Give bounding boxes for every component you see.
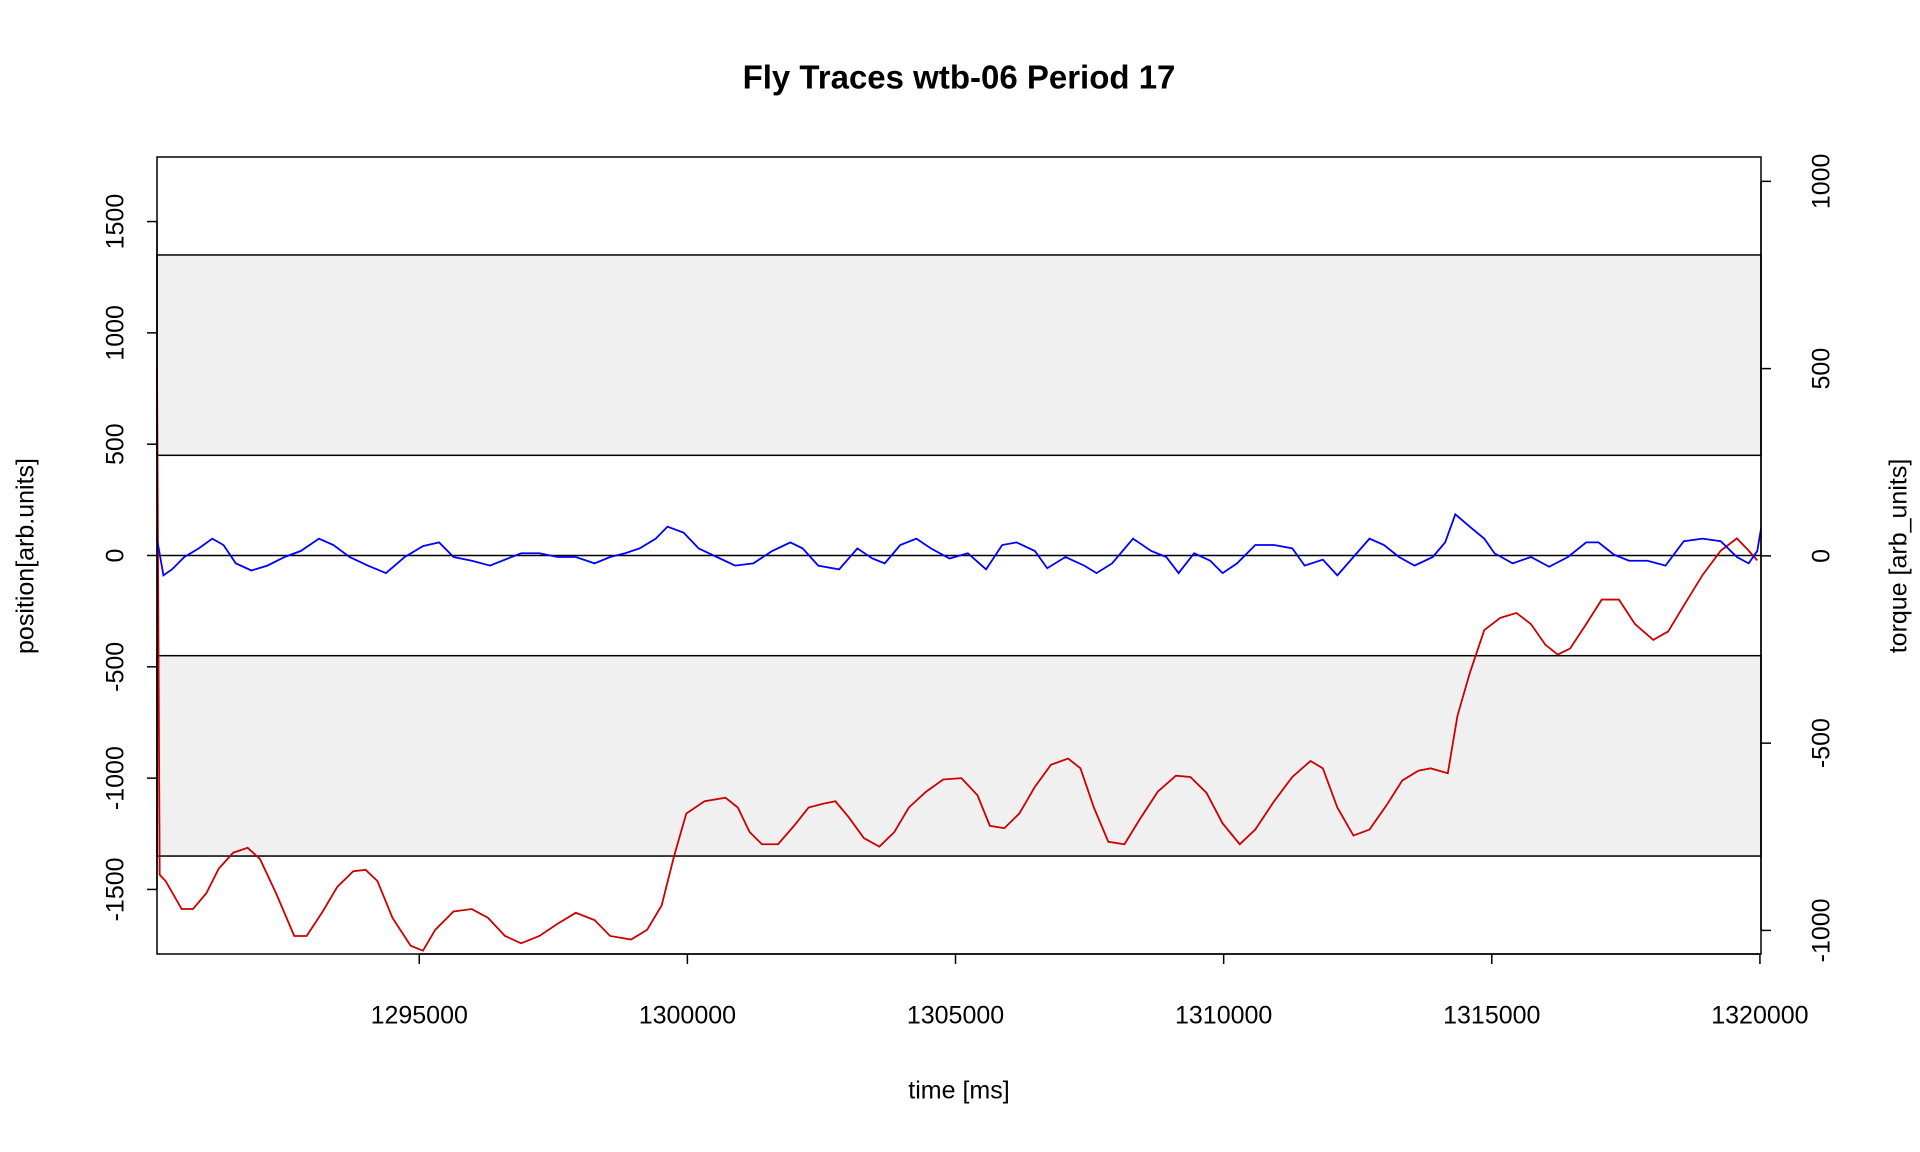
band [156, 654, 1762, 857]
y-tick-label: -1500 [102, 857, 130, 921]
y2-axis-label: torque [arb_units] [1885, 459, 1913, 654]
y2-tick-label: -500 [1808, 718, 1836, 768]
y2-tick-label: 0 [1808, 549, 1836, 563]
x-axis-label: time [ms] [908, 1077, 1009, 1105]
y2-tick-label: 1000 [1808, 154, 1836, 210]
x-tick-label: 1300000 [639, 1002, 736, 1030]
x-tick-label: 1315000 [1443, 1002, 1540, 1030]
y-tick-label: 0 [102, 549, 130, 563]
data-line [156, 367, 1758, 952]
y-tick-label: -500 [102, 642, 130, 692]
x-tick-label: 1320000 [1711, 1002, 1808, 1030]
y-tick-label: 1000 [102, 305, 130, 361]
data-line [156, 512, 1762, 577]
x-tick-label: 1310000 [1175, 1002, 1272, 1030]
y2-tick-label: 500 [1808, 348, 1836, 390]
y-tick-label: -1000 [102, 746, 130, 810]
y-tick-label: 1500 [102, 194, 130, 250]
x-tick-label: 1295000 [371, 1002, 468, 1030]
y-tick-label: 500 [102, 423, 130, 465]
y2-tick-label: -1000 [1808, 898, 1836, 962]
x-tick-label: 1305000 [907, 1002, 1004, 1030]
band [156, 254, 1762, 457]
y-axis-label: position[arb.units] [12, 458, 40, 654]
chart-title: Fly Traces wtb-06 Period 17 [743, 59, 1176, 96]
